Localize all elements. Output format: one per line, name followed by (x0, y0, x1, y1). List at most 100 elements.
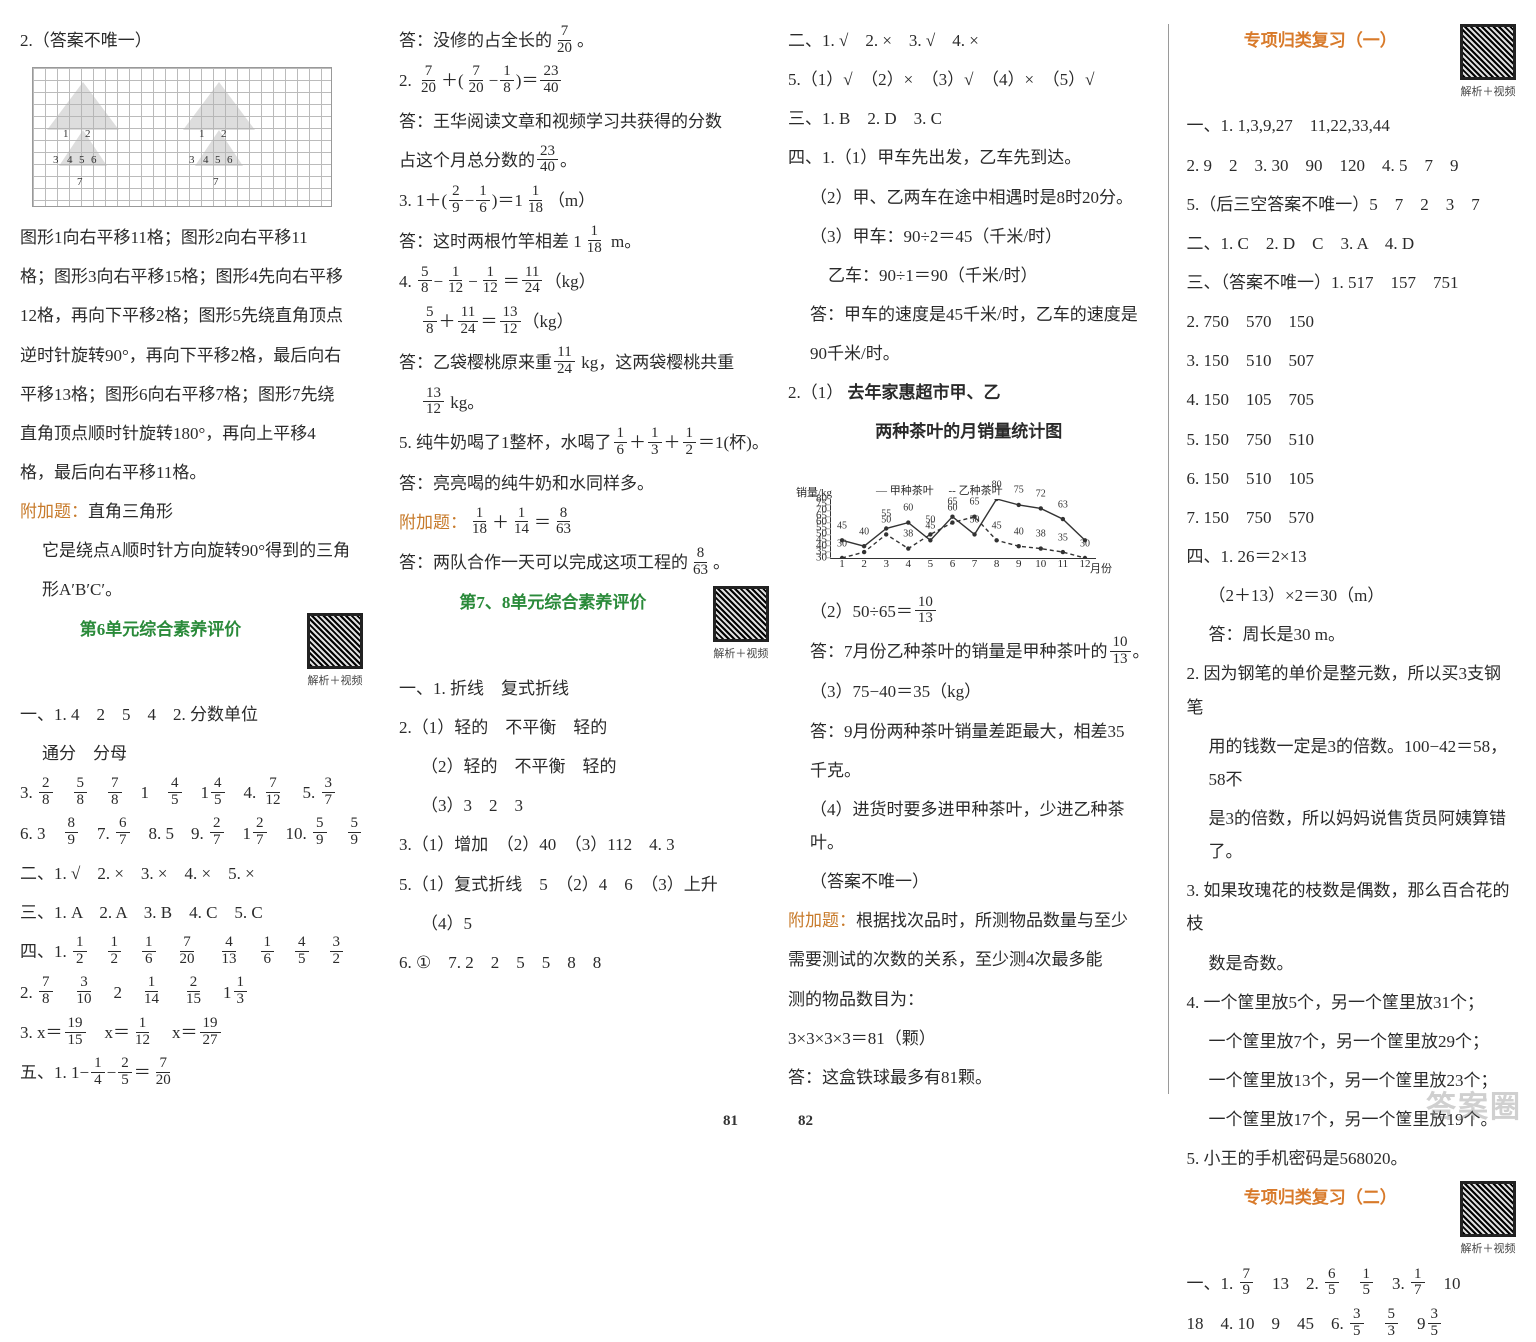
bl4: 3×3×3×3＝81（颗） (788, 1022, 1150, 1055)
a1-1b: 通分 分母 (20, 737, 363, 770)
a-sec3: 三、1. A 2. A 3. B 4. C 5. C (20, 896, 363, 929)
special2-heading: 专项归类复习（二） 解析＋视频 (1187, 1181, 1517, 1260)
r15b: 用的钱数一定是3的倍数。100−42＝58，58不 (1187, 730, 1517, 796)
a-sec2: 二、1. √ 2. × 3. × 4. × 5. × (20, 857, 363, 890)
sp-s2: 18 4. 10 9 45 6. 35 53 935 (1187, 1307, 1517, 1341)
p82-col1: 二、1. √ 2. × 3. √ 4. × 5.（1）√ （2）× （3）√ （… (788, 24, 1150, 1094)
c4b: （答案不唯一） (788, 865, 1150, 898)
page-82: 二、1. √ 2. × 3. √ 4. × 5.（1）√ （2）× （3）√ （… (768, 0, 1536, 1144)
page-number-82: 82 (798, 1113, 813, 1130)
bonus-b1: 它是绕点A顺时针方向旋转90°得到的三角 (20, 534, 363, 567)
p81-col1: 2.（答案不唯一） 1 2 3 4 5 6 7 1 2 3 4 5 6 7 图形… (20, 24, 363, 1094)
l4: 3. 1＋(29−16)＝1118（m） (399, 184, 769, 218)
r14: 答：周长是30 m。 (1187, 618, 1517, 651)
r17: 4. 一个筐里放5个，另一个筐里放31个； (1187, 986, 1517, 1019)
a1-1: 一、1. 4 2 5 4 2. 分数单位 (20, 698, 363, 731)
a5: 五、1. 1−14−25＝720 (20, 1056, 363, 1090)
desc-1: 图形1向右平移11格；图形2向右平移11 (20, 221, 363, 254)
bonus-label: 附加题： (20, 502, 88, 521)
r1: 一、1. 1,3,9,27 11,22,33,44 (1187, 109, 1517, 142)
qr-icon (713, 586, 769, 642)
r16: 3. 如果玫瑰花的枝数是偶数，那么百合花的枝 (1187, 874, 1517, 940)
c2: （2）50÷65＝1013 (788, 595, 1150, 629)
t1: 二、1. √ 2. × 3. √ 4. × (788, 24, 1150, 57)
section78-heading: 第7、8单元综合素养评价 解析＋视频 (399, 586, 769, 665)
a6: 6. 3 89 7. 67 8. 5 9. 27 127 10. 59 59 (20, 817, 363, 851)
grid-figure: 1 2 3 4 5 6 7 1 2 3 4 5 6 7 (32, 67, 332, 207)
p81-col2: 答：没修的占全长的720。 2. 720＋(720−18)＝2340 答：王华阅… (399, 24, 769, 1094)
col-divider (1168, 24, 1169, 1094)
a3: 3. 28 58 78 1 45 145 4. 712 5. 37 (20, 776, 363, 810)
page-81: 2.（答案不唯一） 1 2 3 4 5 6 7 1 2 3 4 5 6 7 图形… (0, 0, 768, 1144)
s2b: （2）轻的 不平衡 轻的 (399, 750, 769, 783)
l8: 答：乙袋樱桃原来重1124 kg，这两袋樱桃共重 (399, 346, 769, 380)
c4: （4）进货时要多进甲种茶叶，少进乙种茶叶。 (788, 793, 1150, 859)
s1: 一、1. 折线 复式折线 (399, 672, 769, 705)
l9: 5. 纯牛奶喝了1整杯，水喝了16＋13＋12＝1(杯)。 (399, 426, 769, 460)
chart-svg (831, 499, 1096, 558)
r11: 7. 150 750 570 (1187, 501, 1517, 534)
r8: 4. 150 105 705 (1187, 383, 1517, 416)
watermark: 答案圈 (1426, 1082, 1522, 1126)
l2: 2. 720＋(720−18)＝2340 (399, 64, 769, 98)
l5: 答：这时两根竹竿相差 1118 m。 (399, 225, 769, 259)
l8b: 1312 kg。 (399, 386, 769, 420)
c3: （3）75−40＝35（kg） (788, 675, 1150, 708)
t4: 四、1.（1）甲车先出发，乙车先到达。 (788, 141, 1150, 174)
chart-title2: 两种茶叶的月销量统计图 (788, 415, 1150, 448)
bonus-row: 附加题：直角三角形 (20, 495, 363, 528)
desc-6: 直角顶点顺时针旋转180°，再向上平移4 (20, 417, 363, 450)
desc-2: 格；图形3向右平移15格；图形4先向右平移 (20, 260, 363, 293)
r4: 二、1. C 2. D C 3. A 4. D (1187, 227, 1517, 260)
s3: 3.（1）增加 （2）40 （3）112 4. 3 (399, 828, 769, 861)
page-number-81: 81 (723, 1113, 738, 1130)
section6-heading: 第6单元综合素养评价 解析＋视频 (20, 613, 363, 692)
bl5: 答：这盒铁球最多有81颗。 (788, 1061, 1150, 1094)
qr-icon (1460, 24, 1516, 80)
c2b: 答：7月份乙种茶叶的销量是甲种茶叶的1013。 (788, 635, 1150, 669)
r5: 三、（答案不唯一）1. 517 157 751 (1187, 266, 1517, 299)
t4b: （2）甲、乙两车在途中相遇时是8时20分。 (788, 181, 1150, 214)
sp-s1: 一、1. 79 13 2. 65 15 3. 17 10 (1187, 1267, 1517, 1301)
s5b: （4）5 (399, 907, 769, 940)
c3c: 千克。 (788, 754, 1150, 787)
r16b: 数是奇数。 (1187, 947, 1517, 980)
r9: 5. 150 750 510 (1187, 423, 1517, 456)
r2: 2. 9 2 3. 30 90 120 4. 5 7 9 (1187, 149, 1517, 182)
bonus-b2: 形A′B′C′。 (20, 573, 363, 606)
t2: 5.（1）√ （2）× （3）√ （4）× （5）√ (788, 63, 1150, 96)
l10: 答：亮亮喝的纯牛奶和水同样多。 (399, 467, 769, 500)
t4c: （3）甲车：90÷2＝45（千米/时） (788, 220, 1150, 253)
p82-col2: 专项归类复习（一） 解析＋视频 一、1. 1,3,9,27 11,22,33,4… (1187, 24, 1517, 1094)
a4b: 2. 78 310 2 114 215 113 (20, 976, 363, 1010)
a4: 四、1. 12 12 16 720 413 16 45 32 (20, 935, 363, 969)
tea-sales-chart: 销量/kg — 甲种茶叶 -- 乙种茶叶 3035404550556065707… (796, 459, 1106, 583)
a4c: 3. x＝1915 x＝112 x＝1927 (20, 1016, 363, 1050)
t4d: 乙车：90÷1＝90（千米/时） (788, 259, 1150, 292)
l1: 答：没修的占全长的720。 (399, 24, 769, 58)
bonus2: 附加题：118＋114＝863 (399, 506, 769, 540)
s2c: （3）3 2 3 (399, 789, 769, 822)
bonus3: 附加题：根据找次品时，所测物品数量与至少 (788, 904, 1150, 937)
q2-wrap: 2.（1） 去年家惠超市甲、乙 (788, 376, 1150, 409)
bl2: 需要测试的次数的关系，至少测4次最多能 (788, 943, 1150, 976)
t4f: 90千米/时。 (788, 337, 1150, 370)
qr-icon (1460, 1181, 1516, 1237)
special1-heading: 专项归类复习（一） 解析＋视频 (1187, 24, 1517, 103)
desc-3: 12格，再向下平移2格；图形5先绕直角顶点 (20, 299, 363, 332)
r17b: 一个筐里放7个，另一个筐里放29个； (1187, 1025, 1517, 1058)
qr-icon (307, 613, 363, 669)
t3: 三、1. B 2. D 3. C (788, 102, 1150, 135)
l11: 答：两队合作一天可以完成这项工程的863。 (399, 546, 769, 580)
chart-plot-area: 3035404550556065707580123456789101112454… (830, 499, 1096, 559)
r6: 2. 750 570 150 (1187, 305, 1517, 338)
r15: 2. 因为钢笔的单价是整元数，所以买3支钢笔 (1187, 657, 1517, 723)
t4e: 答：甲车的速度是45千米/时，乙车的速度是 (788, 298, 1150, 331)
r12: 四、1. 26＝2×13 (1187, 540, 1517, 573)
r7: 3. 150 510 507 (1187, 344, 1517, 377)
bl3: 测的物品数目为： (788, 983, 1150, 1016)
r15c: 是3的倍数，所以妈妈说售货员阿姨算错了。 (1187, 802, 1517, 868)
r10: 6. 150 510 105 (1187, 462, 1517, 495)
s6: 6. ① 7. 2 2 5 5 8 8 (399, 946, 769, 979)
s5: 5.（1）复式折线 5 （2）4 6 （3）上升 (399, 868, 769, 901)
